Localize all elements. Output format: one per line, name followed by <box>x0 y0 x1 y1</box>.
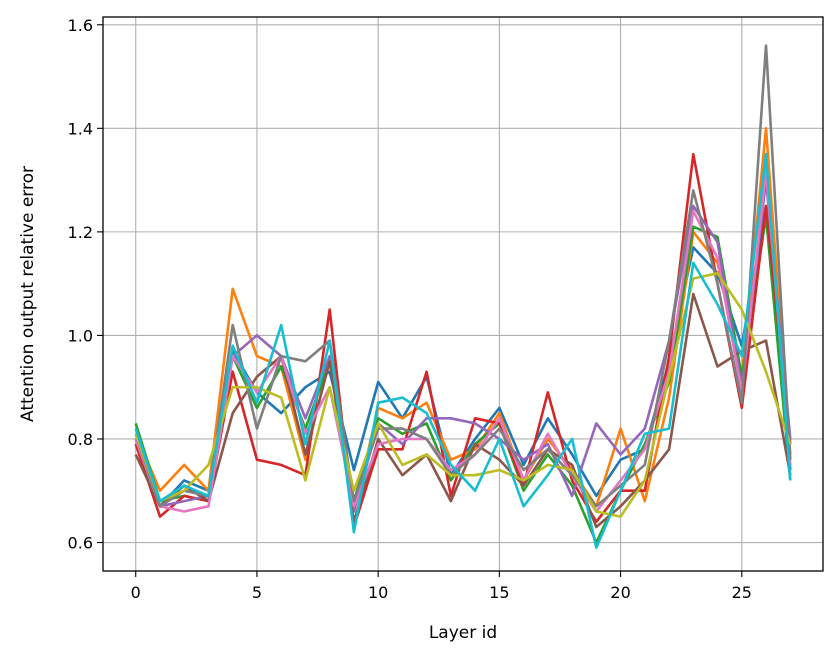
x-tick-label: 25 <box>732 583 752 602</box>
x-axis-label: Layer id <box>429 623 497 643</box>
y-tick-label: 1.2 <box>68 223 93 242</box>
y-tick-label: 1.0 <box>68 326 93 345</box>
y-tick-label: 1.4 <box>68 119 93 138</box>
plot-frame <box>102 16 824 572</box>
series-line-10 <box>134 152 792 550</box>
series-lines <box>134 44 792 550</box>
y-tick-label: 1.6 <box>68 16 93 35</box>
x-tick-label: 5 <box>252 583 262 602</box>
y-tick-label: 0.8 <box>68 430 93 449</box>
x-tick-label: 10 <box>368 583 388 602</box>
y-tick-label: 0.6 <box>68 534 93 553</box>
x-axis: 0 5 10 15 20 25 <box>131 571 752 602</box>
series-line-4 <box>134 152 792 529</box>
y-axis-label: Attention output relative error <box>18 166 38 422</box>
x-tick-label: 15 <box>489 583 509 602</box>
series-line-9 <box>134 271 792 518</box>
series-line-6 <box>134 292 792 529</box>
y-axis: 0.6 0.8 1.0 1.2 1.4 1.6 <box>68 16 103 553</box>
x-tick-label: 0 <box>131 583 141 602</box>
x-tick-label: 20 <box>610 583 630 602</box>
